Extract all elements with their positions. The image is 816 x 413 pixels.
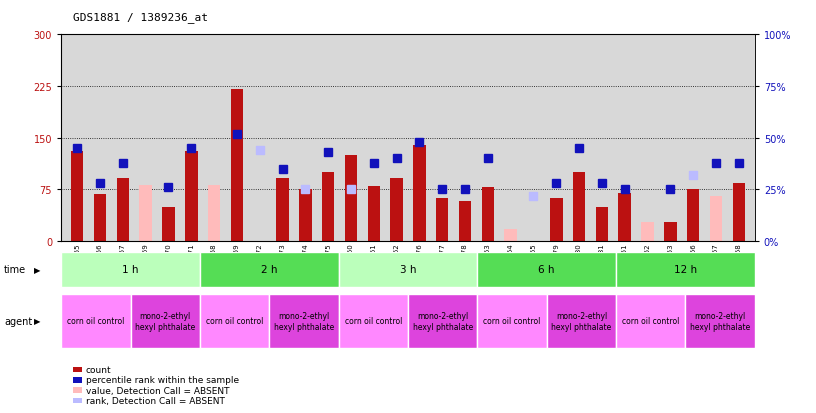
Text: ▶: ▶ (34, 317, 41, 325)
Text: mono-2-ethyl
hexyl phthalate: mono-2-ethyl hexyl phthalate (552, 311, 611, 331)
Bar (231, 90, 243, 242)
Bar (61, 294, 131, 348)
Bar (408, 294, 477, 348)
Bar (459, 202, 472, 242)
Text: GDS1881 / 1389236_at: GDS1881 / 1389236_at (73, 12, 208, 23)
Bar (185, 152, 197, 242)
Bar (344, 156, 357, 242)
Bar (596, 207, 608, 242)
Bar (550, 199, 562, 242)
Bar (339, 252, 477, 287)
Bar (547, 294, 616, 348)
Text: 12 h: 12 h (674, 264, 697, 275)
Bar (413, 145, 426, 242)
Bar (299, 190, 312, 242)
Bar (573, 173, 585, 242)
Text: count: count (86, 365, 111, 374)
Bar (616, 294, 685, 348)
Text: ▶: ▶ (34, 265, 41, 274)
Text: percentile rank within the sample: percentile rank within the sample (86, 375, 239, 385)
Bar (641, 222, 654, 242)
Bar (322, 173, 335, 242)
Bar (200, 252, 339, 287)
Bar (339, 294, 408, 348)
Bar (436, 198, 449, 242)
Bar (277, 178, 289, 242)
Bar (131, 294, 200, 348)
Text: 2 h: 2 h (261, 264, 277, 275)
Bar (664, 222, 676, 242)
Text: time: time (4, 264, 26, 275)
Bar (367, 187, 380, 242)
Bar (616, 252, 755, 287)
Text: mono-2-ethyl
hexyl phthalate: mono-2-ethyl hexyl phthalate (413, 311, 472, 331)
Bar (477, 252, 616, 287)
Bar (390, 178, 403, 242)
Text: mono-2-ethyl
hexyl phthalate: mono-2-ethyl hexyl phthalate (274, 311, 334, 331)
Text: mono-2-ethyl
hexyl phthalate: mono-2-ethyl hexyl phthalate (135, 311, 195, 331)
Text: mono-2-ethyl
hexyl phthalate: mono-2-ethyl hexyl phthalate (690, 311, 750, 331)
Bar (710, 197, 722, 242)
Bar (61, 252, 200, 287)
Bar (269, 294, 339, 348)
Bar (208, 185, 220, 242)
Bar (504, 229, 517, 242)
Bar (733, 183, 745, 242)
Text: corn oil control: corn oil control (622, 317, 680, 325)
Bar (94, 195, 106, 242)
Bar (71, 152, 83, 242)
Text: corn oil control: corn oil control (344, 317, 402, 325)
Text: corn oil control: corn oil control (67, 317, 125, 325)
Bar (477, 294, 547, 348)
Text: corn oil control: corn oil control (483, 317, 541, 325)
Text: corn oil control: corn oil control (206, 317, 264, 325)
Text: agent: agent (4, 316, 33, 326)
Bar (140, 185, 152, 242)
Text: 3 h: 3 h (400, 264, 416, 275)
Text: 1 h: 1 h (122, 264, 139, 275)
Text: rank, Detection Call = ABSENT: rank, Detection Call = ABSENT (86, 396, 224, 405)
Bar (687, 190, 699, 242)
Bar (117, 178, 129, 242)
Bar (481, 188, 494, 242)
Text: 6 h: 6 h (539, 264, 555, 275)
Text: value, Detection Call = ABSENT: value, Detection Call = ABSENT (86, 386, 229, 395)
Bar (162, 207, 175, 242)
Bar (200, 294, 269, 348)
Bar (619, 193, 631, 242)
Bar (685, 294, 755, 348)
